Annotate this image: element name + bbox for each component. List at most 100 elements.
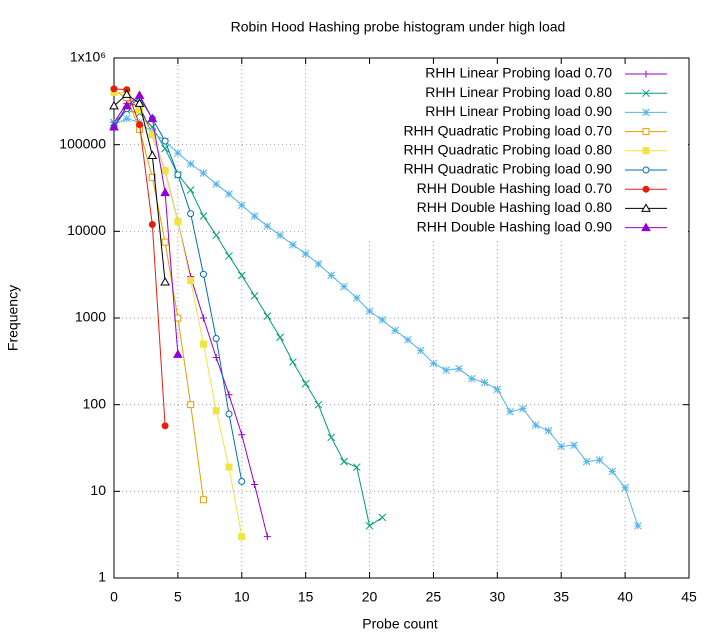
marker <box>238 477 246 485</box>
marker <box>608 467 617 476</box>
legend-marker <box>642 166 650 174</box>
legend-label: RHH Linear Probing load 0.70 <box>425 65 612 81</box>
marker <box>225 410 233 418</box>
marker <box>531 421 540 430</box>
y-tick-label: 100000 <box>59 135 106 151</box>
marker <box>199 212 208 220</box>
legend-marker <box>642 89 650 98</box>
x-tick-label: 15 <box>298 589 314 605</box>
marker <box>289 358 297 366</box>
marker <box>186 186 195 194</box>
marker <box>352 463 361 472</box>
marker <box>160 277 170 286</box>
marker <box>340 457 348 466</box>
marker <box>250 212 259 220</box>
legend-background <box>306 64 688 241</box>
marker <box>173 349 183 358</box>
marker <box>251 480 259 488</box>
marker <box>174 217 182 225</box>
x-tick-label: 20 <box>362 589 378 605</box>
series-line <box>113 90 204 500</box>
marker <box>212 231 221 240</box>
marker <box>174 314 182 322</box>
marker <box>467 374 476 383</box>
marker <box>160 187 170 197</box>
x-tick-label: 25 <box>426 589 442 605</box>
marker <box>148 220 156 228</box>
marker <box>212 407 220 415</box>
marker <box>199 270 207 278</box>
series-line <box>113 94 179 355</box>
marker <box>301 379 310 388</box>
marker <box>276 333 284 342</box>
marker <box>161 167 169 175</box>
marker <box>174 171 182 179</box>
marker <box>506 407 514 416</box>
marker <box>365 521 374 530</box>
legend-marker <box>642 185 650 193</box>
y-tick-label: 1x10⁶ <box>70 49 106 65</box>
marker <box>455 364 463 373</box>
marker <box>621 483 629 492</box>
marker <box>276 231 284 240</box>
marker <box>378 513 387 522</box>
x-tick-label: 30 <box>490 589 506 605</box>
marker <box>289 240 297 249</box>
marker <box>238 431 246 439</box>
legend-label: RHH Linear Probing load 0.80 <box>425 84 612 100</box>
legend-marker <box>642 147 650 155</box>
legend-label: RHH Quadratic Probing load 0.90 <box>403 161 612 177</box>
marker <box>237 271 246 280</box>
y-tick-label: 1 <box>98 569 106 585</box>
marker <box>225 190 233 198</box>
marker <box>314 260 323 268</box>
marker <box>134 90 145 99</box>
marker <box>199 340 207 348</box>
marker <box>493 385 502 394</box>
legend-label: RHH Quadratic Probing load 0.80 <box>403 142 612 158</box>
marker <box>404 335 412 344</box>
legend-marker <box>642 128 650 136</box>
marker <box>263 533 271 541</box>
marker <box>212 354 220 362</box>
x-tick-label: 10 <box>234 589 250 605</box>
marker <box>557 442 566 451</box>
marker <box>199 314 207 322</box>
legend-label: RHH Double Hashing load 0.70 <box>417 180 613 196</box>
marker <box>199 169 208 177</box>
marker <box>187 277 195 285</box>
marker <box>174 149 182 157</box>
x-tick-label: 35 <box>553 589 569 605</box>
marker <box>147 150 158 159</box>
legend-marker <box>641 222 651 232</box>
marker <box>212 180 221 189</box>
marker <box>365 307 374 315</box>
marker <box>225 391 233 399</box>
marker <box>121 89 132 98</box>
x-tick-label: 40 <box>617 589 633 605</box>
marker <box>519 404 527 413</box>
marker <box>109 121 119 131</box>
x-tick-label: 5 <box>174 589 182 605</box>
y-tick-label: 10 <box>90 482 106 498</box>
legend-label: RHH Double Hashing load 0.80 <box>417 199 613 215</box>
marker <box>442 366 451 375</box>
chart-title: Robin Hood Hashing probe histogram under… <box>231 19 566 35</box>
x-axis-label: Probe count <box>362 616 438 632</box>
marker <box>263 312 272 321</box>
marker <box>301 249 310 258</box>
marker <box>314 400 323 409</box>
x-tick-label: 0 <box>110 589 118 605</box>
marker <box>161 137 169 145</box>
marker <box>250 292 259 300</box>
plot-frame <box>113 57 690 579</box>
series-line <box>113 109 383 527</box>
marker <box>134 98 145 107</box>
marker <box>109 100 119 110</box>
marker <box>634 521 642 530</box>
marker <box>391 326 399 335</box>
marker <box>238 533 246 541</box>
y-tick-label: 10000 <box>67 222 106 238</box>
legend-label: RHH Quadratic Probing load 0.70 <box>403 122 612 138</box>
legend-marker <box>642 70 650 78</box>
